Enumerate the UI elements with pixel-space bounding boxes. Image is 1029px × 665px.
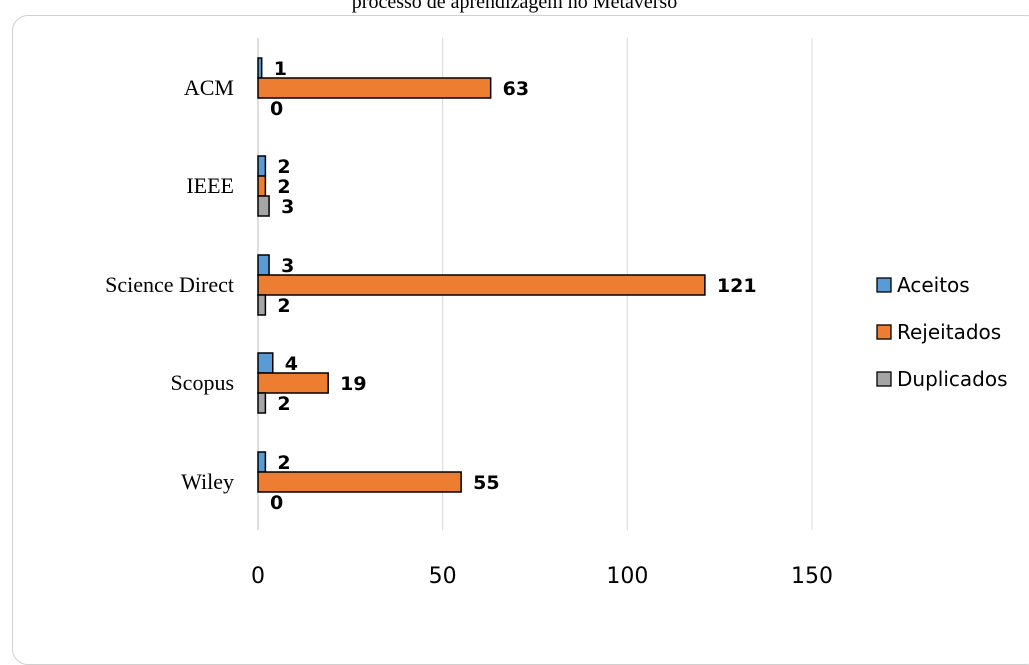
x-tick-0: 0	[251, 564, 265, 589]
legend-swatch-aceitos	[876, 277, 892, 293]
data-label-rejeitados-ieee: 2	[277, 176, 290, 198]
bar-aceitos-science-direct	[257, 254, 270, 276]
bar-rejeitados-wiley	[257, 471, 462, 493]
data-label-rejeitados-science-direct: 121	[717, 275, 757, 297]
bar-aceitos-ieee	[257, 155, 267, 177]
bar-rejeitados-science-direct	[257, 274, 706, 296]
data-label-aceitos-scopus: 4	[285, 353, 298, 375]
bar-rejeitados-ieee	[257, 175, 267, 197]
category-label-science-direct: Science Direct	[105, 272, 234, 297]
legend-item-rejeitados: Rejeitados	[876, 320, 1001, 344]
legend-item-duplicados: Duplicados	[876, 367, 1008, 391]
category-label-wiley: Wiley	[181, 469, 234, 494]
legend-item-aceitos: Aceitos	[876, 273, 970, 297]
bar-duplicados-scopus	[257, 392, 267, 414]
data-label-rejeitados-acm: 63	[503, 78, 529, 100]
bars	[257, 57, 706, 493]
data-label-duplicados-acm: 0	[270, 98, 283, 120]
data-label-rejeitados-wiley: 55	[473, 472, 499, 494]
bar-rejeitados-acm	[257, 77, 492, 99]
data-label-duplicados-science-direct: 2	[277, 295, 290, 317]
x-tick-50: 50	[429, 564, 457, 589]
data-label-rejeitados-scopus: 19	[340, 373, 366, 395]
data-label-aceitos-acm: 1	[274, 58, 287, 80]
bar-duplicados-science-direct	[257, 294, 267, 316]
data-label-aceitos-science-direct: 3	[281, 255, 294, 277]
bar-aceitos-wiley	[257, 451, 267, 473]
bar-rejeitados-scopus	[257, 372, 329, 394]
category-label-scopus: Scopus	[170, 370, 234, 395]
legend-label-rejeitados: Rejeitados	[897, 320, 1001, 344]
data-label-aceitos-wiley: 2	[277, 452, 290, 474]
bar-duplicados-ieee	[257, 195, 270, 217]
value-axis: 0 50 100 150	[251, 564, 833, 589]
bar-aceitos-scopus	[257, 352, 274, 374]
legend-label-duplicados: Duplicados	[897, 367, 1008, 391]
x-tick-100: 100	[606, 564, 648, 589]
bar-aceitos-acm	[257, 57, 263, 79]
legend-label-aceitos: Aceitos	[897, 273, 970, 297]
x-tick-150: 150	[791, 564, 833, 589]
data-label-duplicados-scopus: 2	[277, 393, 290, 415]
legend-swatch-rejeitados	[876, 324, 892, 340]
data-label-aceitos-ieee: 2	[277, 156, 290, 178]
category-label-ieee: IEEE	[186, 173, 234, 198]
data-label-duplicados-wiley: 0	[270, 492, 283, 514]
legend: Aceitos Rejeitados Duplicados	[876, 273, 1008, 391]
data-label-duplicados-ieee: 3	[281, 196, 294, 218]
category-label-acm: ACM	[184, 75, 234, 100]
chart-title: processo de aprendizagem no Metaverso	[351, 0, 678, 13]
legend-swatch-duplicados	[876, 371, 892, 387]
category-axis: ACM IEEE Science Direct Scopus Wiley	[105, 75, 234, 494]
